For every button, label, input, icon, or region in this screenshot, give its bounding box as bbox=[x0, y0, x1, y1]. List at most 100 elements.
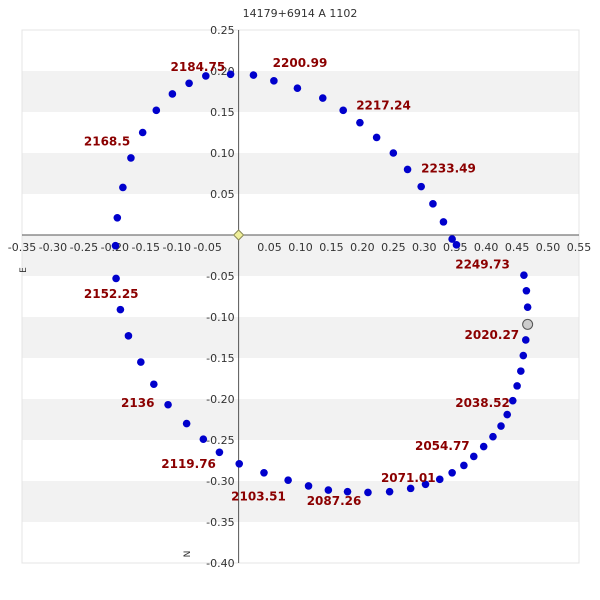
x-tick-label: -0.05 bbox=[193, 241, 221, 254]
data-point bbox=[270, 77, 278, 85]
data-point bbox=[406, 484, 415, 493]
data-point bbox=[113, 213, 122, 222]
y-tick-label: -0.20 bbox=[206, 393, 234, 406]
data-point bbox=[364, 488, 372, 497]
y-tick-label: -0.30 bbox=[206, 475, 234, 488]
point-label: 2152.25 bbox=[84, 287, 139, 301]
y-tick-label: -0.40 bbox=[206, 557, 234, 570]
data-point bbox=[127, 154, 135, 162]
data-point bbox=[304, 482, 313, 490]
data-point bbox=[356, 118, 364, 127]
data-point bbox=[448, 235, 456, 243]
data-point bbox=[521, 336, 530, 344]
data-point bbox=[152, 106, 161, 115]
data-point bbox=[508, 396, 517, 405]
data-point bbox=[389, 149, 398, 157]
data-point bbox=[503, 410, 512, 419]
y-tick-label: 0.25 bbox=[210, 24, 235, 37]
data-point bbox=[182, 419, 191, 428]
point-label: 2233.49 bbox=[421, 162, 476, 176]
point-label: 2087.26 bbox=[307, 494, 362, 508]
data-point bbox=[403, 165, 412, 174]
data-point bbox=[439, 218, 448, 226]
data-point bbox=[372, 133, 381, 142]
data-point bbox=[235, 459, 244, 468]
data-point bbox=[421, 480, 430, 489]
data-point bbox=[417, 182, 425, 191]
data-point bbox=[435, 475, 444, 484]
y-tick-label: -0.25 bbox=[206, 434, 234, 447]
data-point bbox=[260, 469, 268, 477]
data-point bbox=[124, 332, 133, 340]
point-label: 2217.24 bbox=[356, 99, 411, 113]
data-point bbox=[479, 442, 488, 451]
y-tick-label: 0.05 bbox=[210, 188, 235, 201]
x-tick-label: 0.30 bbox=[412, 241, 437, 254]
x-tick-label: -0.15 bbox=[132, 241, 160, 254]
x-tick-label: 0.50 bbox=[536, 241, 561, 254]
grid-bands bbox=[22, 71, 579, 522]
grid-band bbox=[22, 235, 579, 276]
data-point bbox=[185, 79, 193, 88]
x-tick-label: -0.35 bbox=[8, 241, 36, 254]
data-point bbox=[385, 487, 394, 496]
data-point bbox=[202, 72, 210, 80]
data-point bbox=[339, 106, 348, 115]
point-label: 2184.75 bbox=[171, 60, 226, 74]
grid-band bbox=[22, 317, 579, 358]
data-point bbox=[199, 435, 208, 443]
y-tick-label: -0.10 bbox=[206, 311, 234, 324]
grid-band bbox=[22, 153, 579, 194]
data-point bbox=[138, 128, 147, 137]
y-tick-label: 0.10 bbox=[210, 147, 235, 160]
point-label: 2249.73 bbox=[455, 258, 510, 272]
point-label: 2020.27 bbox=[465, 328, 520, 342]
data-point bbox=[489, 432, 497, 441]
x-tick-label: 0.20 bbox=[350, 241, 375, 254]
data-point bbox=[324, 486, 333, 494]
data-point bbox=[137, 358, 145, 366]
plot-frame bbox=[21, 29, 580, 564]
data-point bbox=[522, 286, 531, 295]
east-label: E bbox=[19, 267, 29, 273]
x-tick-labels: -0.35-0.30-0.25-0.20-0.15-0.10-0.050.050… bbox=[8, 241, 591, 254]
point-label: 2136 bbox=[121, 396, 154, 410]
data-point bbox=[452, 241, 461, 249]
data-point bbox=[523, 303, 532, 311]
data-point bbox=[111, 241, 120, 250]
north-label: N bbox=[183, 551, 193, 558]
data-point bbox=[112, 274, 120, 283]
point-label: 2103.51 bbox=[231, 490, 286, 504]
current-point bbox=[522, 318, 534, 330]
data-point bbox=[343, 487, 352, 496]
point-label: 2119.76 bbox=[161, 457, 216, 471]
data-point bbox=[215, 448, 224, 457]
data-point bbox=[460, 461, 468, 470]
x-tick-label: -0.30 bbox=[39, 241, 67, 254]
grid-band bbox=[22, 71, 579, 112]
point-labels: 2200.99 2184.75 2217.24 2168.5 2233.49 2249.7… bbox=[84, 56, 519, 508]
chart-title: 14179+6914 A 1102 bbox=[243, 7, 358, 20]
x-tick-label: 0.45 bbox=[505, 241, 530, 254]
axes bbox=[22, 30, 579, 563]
y-tick-label: -0.35 bbox=[206, 516, 234, 529]
data-point bbox=[293, 84, 302, 93]
x-tick-label: -0.10 bbox=[162, 241, 190, 254]
data-point bbox=[520, 271, 528, 279]
data-point bbox=[497, 422, 505, 430]
data-point bbox=[519, 351, 528, 360]
data-point bbox=[164, 400, 172, 409]
primary-marker bbox=[232, 229, 245, 241]
data-point bbox=[249, 71, 258, 79]
data-point bbox=[284, 476, 292, 484]
data-point bbox=[513, 382, 521, 390]
y-tick-label: 0.15 bbox=[210, 106, 235, 119]
x-tick-label: 0.05 bbox=[257, 241, 282, 254]
point-label: 2168.5 bbox=[84, 135, 130, 149]
data-point bbox=[469, 452, 478, 461]
y-tick-labels: 0.250.200.150.100.05-0.05-0.10-0.15-0.20… bbox=[206, 24, 234, 570]
data-point bbox=[429, 200, 437, 208]
x-tick-label: 0.55 bbox=[567, 241, 592, 254]
y-tick-label: -0.15 bbox=[206, 352, 234, 365]
data-point bbox=[119, 183, 127, 192]
